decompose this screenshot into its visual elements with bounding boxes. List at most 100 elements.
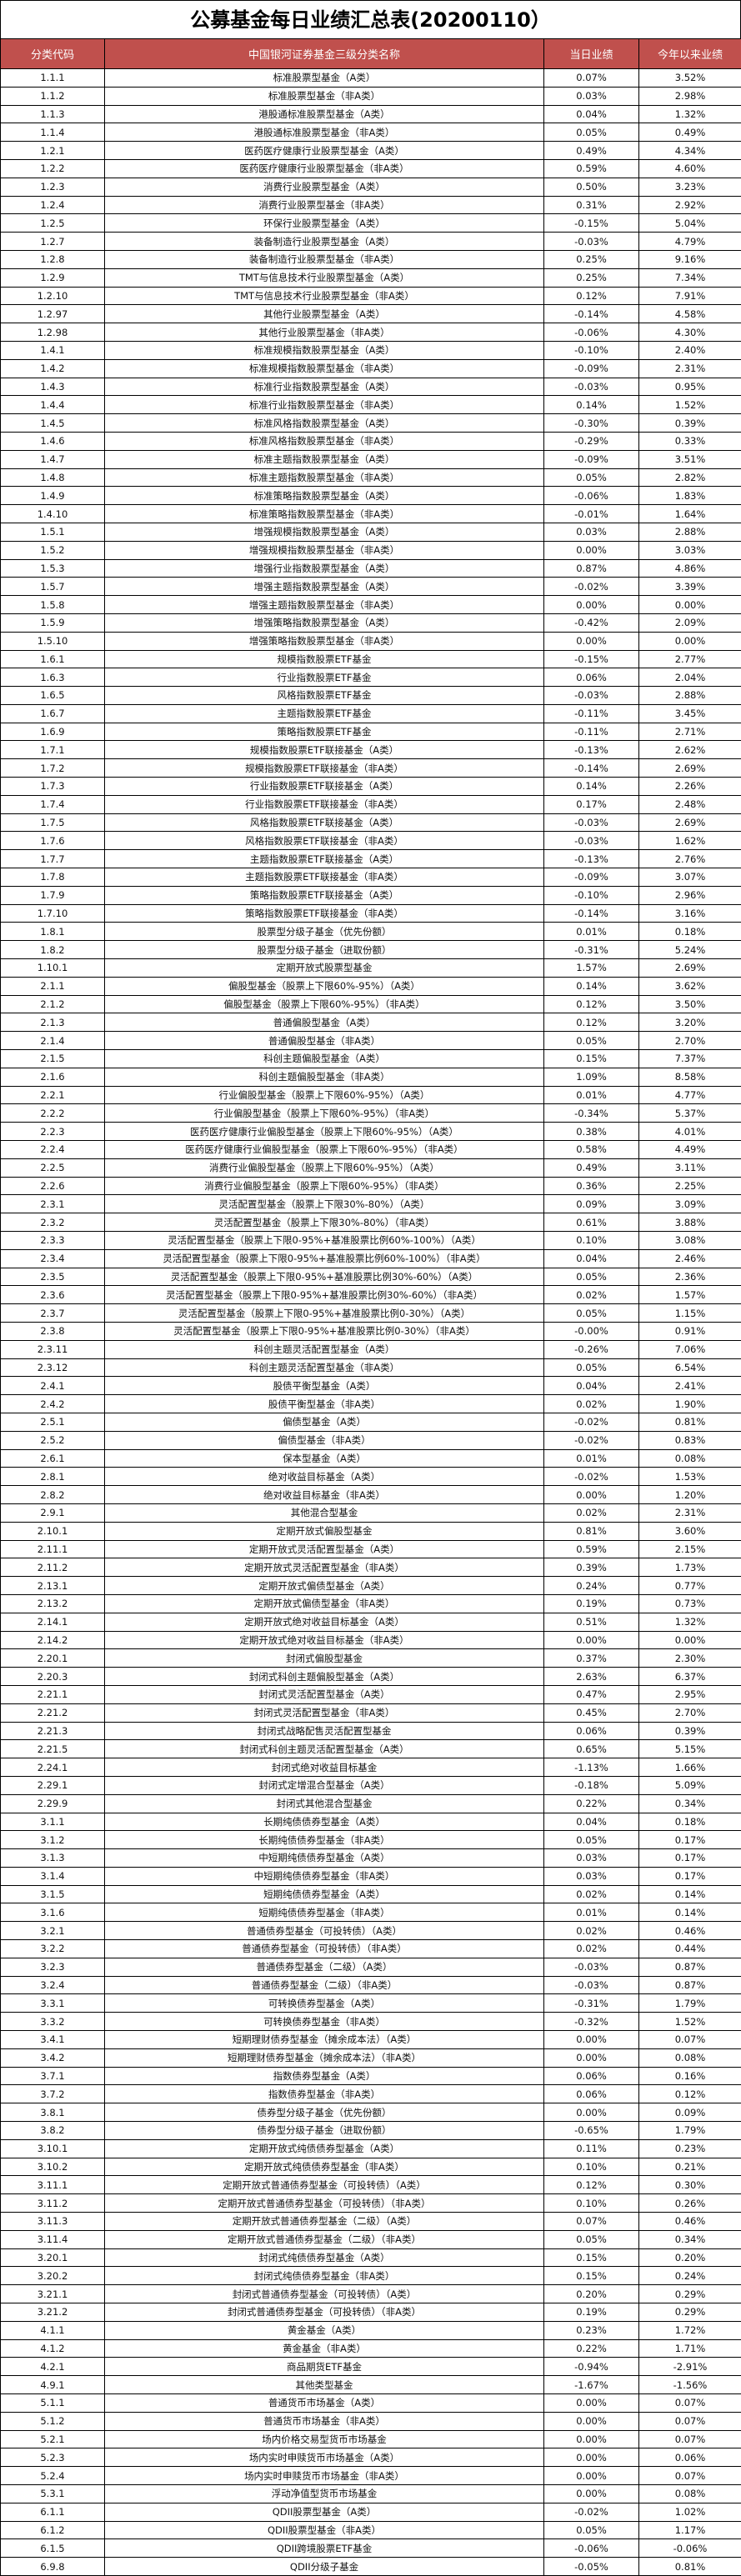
name-cell: 装备制造行业股票型基金（A类） [105,233,544,251]
ytd-cell: 7.91% [639,287,741,305]
daily-cell: 1.09% [544,1068,639,1086]
name-cell: 灵活配置型基金（股票上下限0-95%+基准股票比例0-30%）（非A类） [105,1322,544,1340]
daily-cell: -0.03% [544,1976,639,1994]
name-cell: 保本型基金（A类） [105,1449,544,1468]
daily-cell: 0.38% [544,1123,639,1141]
ytd-cell: 3.03% [639,541,741,559]
code-cell: 5.2.4 [1,2467,105,2485]
code-cell: 2.21.2 [1,1703,105,1722]
name-cell: 封闭式纯债债券型基金（非A类） [105,2267,544,2285]
ytd-cell: 0.81% [639,2558,741,2576]
daily-cell: 0.00% [544,2448,639,2467]
daily-cell: 0.02% [544,1885,639,1903]
name-cell: 规模指数股票ETF联接基金（A类） [105,741,544,759]
code-cell: 1.1.1 [1,69,105,88]
ytd-cell: 4.01% [639,1123,741,1141]
code-cell: 3.2.1 [1,1922,105,1940]
code-cell: 2.13.2 [1,1594,105,1613]
daily-cell: 0.49% [544,1158,639,1177]
code-cell: 1.6.7 [1,704,105,723]
daily-cell: 0.04% [544,105,639,123]
daily-cell: 0.49% [544,142,639,160]
daily-cell: -0.03% [544,1958,639,1976]
ytd-cell: 2.77% [639,650,741,668]
code-cell: 2.1.3 [1,1013,105,1032]
name-cell: 长期纯债债券型基金（A类） [105,1813,544,1831]
code-cell: 1.7.2 [1,759,105,778]
daily-cell: 0.14% [544,778,639,796]
code-cell: 3.1.3 [1,1849,105,1868]
daily-cell: 0.25% [544,268,639,287]
daily-cell: 0.17% [544,795,639,813]
daily-cell: 0.15% [544,1050,639,1068]
daily-cell: 0.15% [544,2267,639,2285]
ytd-cell: 0.21% [639,2158,741,2176]
daily-cell: -0.65% [544,2122,639,2140]
code-cell: 2.2.1 [1,1086,105,1104]
ytd-cell: 2.15% [639,1540,741,1558]
code-cell: 3.4.1 [1,2031,105,2049]
code-cell: 4.2.1 [1,2358,105,2376]
daily-cell: -0.18% [544,1776,639,1794]
ytd-cell: 6.54% [639,1358,741,1377]
code-cell: 3.1.2 [1,1831,105,1849]
daily-cell: -0.06% [544,487,639,505]
daily-cell: 0.01% [544,923,639,941]
code-cell: 1.4.7 [1,450,105,468]
name-cell: QDII股票型基金（非A类） [105,2521,544,2539]
daily-cell: 0.02% [544,1503,639,1522]
ytd-cell: 2.30% [639,1649,741,1668]
code-cell: 2.9.1 [1,1503,105,1522]
name-cell: 偏债型基金（非A类） [105,1431,544,1449]
name-cell: 灵活配置型基金（股票上下限30%-80%）（非A类） [105,1213,544,1232]
ytd-cell: 3.52% [639,69,741,88]
ytd-cell: 2.69% [639,759,741,778]
ytd-cell: 1.90% [639,1395,741,1413]
header-daily: 当日业绩 [544,39,639,69]
name-cell: 规模指数股票ETF基金 [105,650,544,668]
name-cell: 场内价格交易型货币市场基金 [105,2430,544,2448]
daily-cell: 0.12% [544,2176,639,2194]
name-cell: 行业偏股型基金（股票上下限60%-95%）（非A类） [105,1104,544,1123]
name-cell: 增强规模指数股票型基金（非A类） [105,541,544,559]
code-cell: 1.7.9 [1,886,105,904]
name-cell: 债券型分级子基金（优先份额） [105,2103,544,2122]
name-cell: 场内实时申赎货币市场基金（非A类） [105,2467,544,2485]
name-cell: 规模指数股票ETF联接基金（非A类） [105,759,544,778]
daily-cell: 2.63% [544,1668,639,1686]
daily-cell: 0.12% [544,995,639,1013]
code-cell: 2.14.1 [1,1613,105,1631]
name-cell: 定期开放式纯债债券型基金（A类） [105,2139,544,2158]
ytd-cell: 0.17% [639,1849,741,1868]
ytd-cell: 3.50% [639,995,741,1013]
daily-cell: 0.05% [544,468,639,487]
code-cell: 3.2.2 [1,1940,105,1958]
daily-cell: -0.31% [544,941,639,959]
daily-cell: 0.07% [544,2213,639,2231]
code-cell: 2.4.1 [1,1377,105,1395]
code-cell: 1.4.10 [1,505,105,523]
daily-cell: 0.00% [544,2484,639,2503]
ytd-cell: 2.41% [639,1377,741,1395]
